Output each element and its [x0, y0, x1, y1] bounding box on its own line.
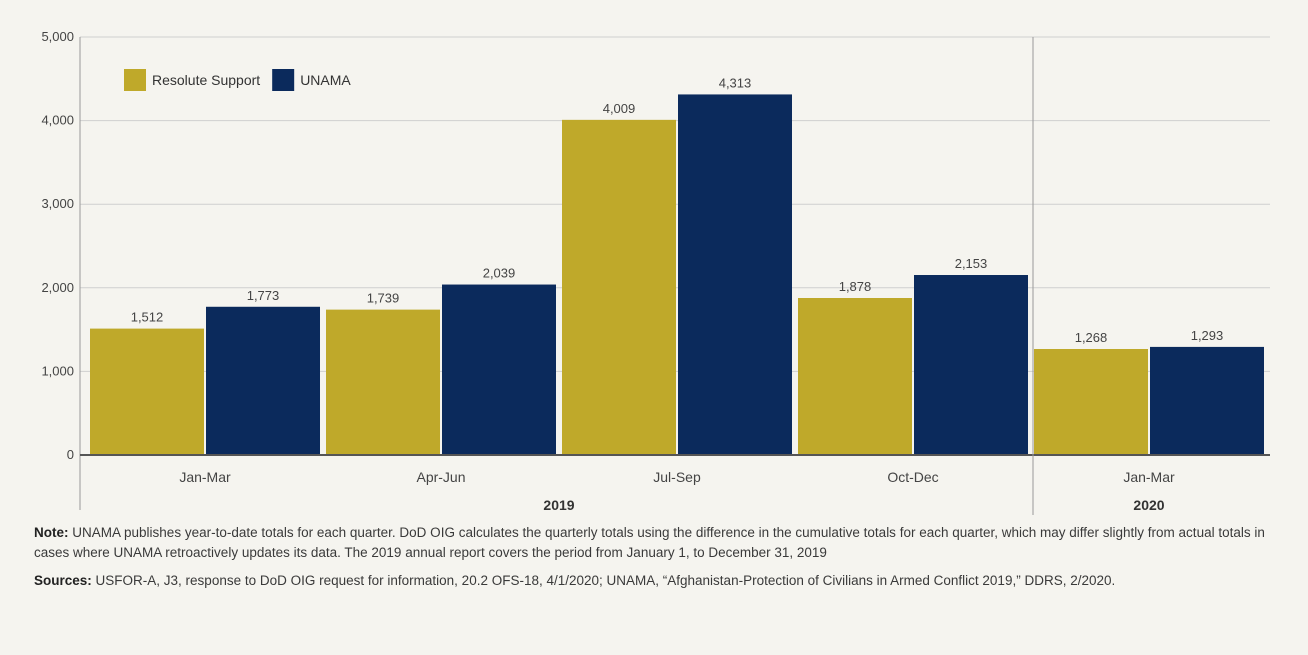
y-tick-label: 5,000 [41, 29, 74, 44]
data-labels: 1,512 1,773 1,739 2,039 4,009 4,313 1,878 2,153… [131, 75, 1224, 345]
category-labels: Jan-Mar Apr-Jun Jul-Sep Oct-Dec Jan-Mar [179, 469, 1175, 485]
y-tick-label: 1,000 [41, 363, 74, 378]
legend-swatch [272, 69, 295, 91]
bar [678, 94, 792, 455]
data-label: 2,153 [955, 256, 988, 271]
note-text: UNAMA publishes year-to-date totals for … [34, 525, 1265, 560]
bar [442, 284, 556, 455]
bar [1150, 346, 1264, 455]
bar-chart: 0 1,000 2,000 3,000 4,000 5,000 1,512 1,773 1,7… [41, 29, 1270, 515]
legend-label: UNAMA [300, 72, 351, 88]
sources-text: USFOR-A, J3, response to DoD OIG request… [95, 573, 1116, 588]
y-tick-label: 0 [67, 447, 74, 462]
note-label: Note: [34, 525, 69, 540]
y-axis-ticks: 0 1,000 2,000 3,000 4,000 5,000 [41, 29, 74, 462]
sources-label: Sources: [34, 573, 92, 588]
data-label: 1,293 [1191, 328, 1224, 343]
data-label: 4,313 [719, 75, 752, 90]
legend-label: Resolute Support [152, 72, 260, 88]
bar [798, 297, 912, 455]
year-labels: 2019 2020 [543, 497, 1164, 513]
y-tick-label: 4,000 [41, 113, 74, 128]
note: Note: UNAMA publishes year-to-date total… [34, 523, 1284, 563]
data-label: 4,009 [603, 101, 636, 116]
category-label: Apr-Jun [416, 469, 465, 485]
bar [562, 119, 676, 456]
legend-swatch [124, 69, 146, 91]
year-label: 2020 [1133, 497, 1164, 513]
legend: Resolute Support UNAMA [124, 69, 351, 91]
y-tick-label: 3,000 [41, 196, 74, 211]
category-label: Jan-Mar [179, 469, 231, 485]
bar [1034, 348, 1148, 455]
data-label: 1,512 [131, 310, 164, 325]
footnotes: Note: UNAMA publishes year-to-date total… [34, 523, 1284, 599]
data-label: 1,773 [247, 288, 280, 303]
bars [90, 94, 1264, 456]
bar [914, 275, 1028, 455]
year-label: 2019 [543, 497, 574, 513]
bar [90, 328, 204, 455]
category-label: Oct-Dec [887, 469, 938, 485]
data-label: 2,039 [483, 266, 516, 281]
data-label: 1,878 [839, 279, 872, 294]
category-label: Jul-Sep [653, 469, 701, 485]
data-label: 1,268 [1075, 330, 1108, 345]
data-label: 1,739 [367, 291, 400, 306]
bar [326, 309, 440, 455]
category-label: Jan-Mar [1123, 469, 1175, 485]
sources: Sources: USFOR-A, J3, response to DoD OI… [34, 571, 1284, 591]
y-tick-label: 2,000 [41, 280, 74, 295]
bar [206, 306, 320, 455]
